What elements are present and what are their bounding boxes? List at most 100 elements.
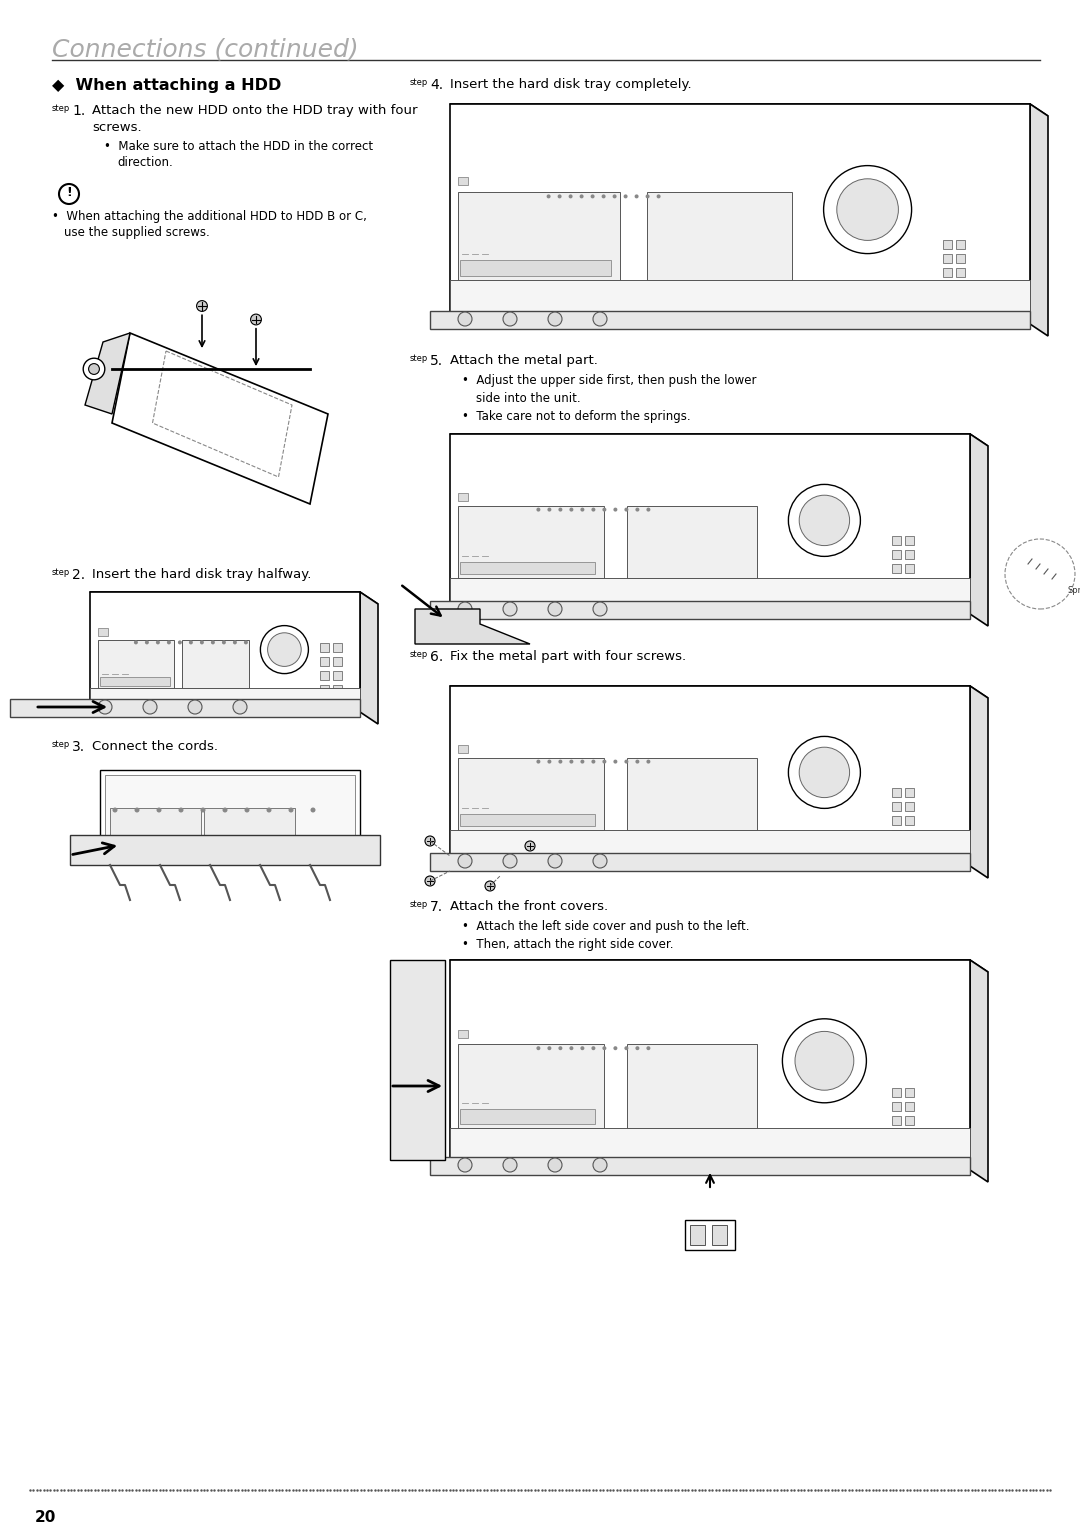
Text: •  Then, attach the right side cover.: • Then, attach the right side cover. xyxy=(462,938,674,950)
Bar xyxy=(320,671,328,680)
Circle shape xyxy=(591,194,595,199)
Text: ◆  When attaching a HDD: ◆ When attaching a HDD xyxy=(52,78,282,93)
Circle shape xyxy=(613,759,618,764)
Circle shape xyxy=(525,840,535,851)
Circle shape xyxy=(788,484,861,556)
Circle shape xyxy=(624,507,629,512)
Bar xyxy=(450,1128,970,1170)
Circle shape xyxy=(485,882,495,891)
Circle shape xyxy=(593,854,607,868)
Text: step: step xyxy=(410,78,429,87)
Text: use the supplied screws.: use the supplied screws. xyxy=(64,226,210,238)
Text: direction.: direction. xyxy=(117,156,173,170)
Circle shape xyxy=(593,312,607,325)
Circle shape xyxy=(98,700,112,714)
Polygon shape xyxy=(450,686,988,698)
Circle shape xyxy=(178,807,184,813)
Bar xyxy=(892,1088,901,1097)
Bar xyxy=(458,1030,468,1038)
Bar xyxy=(892,802,901,811)
Circle shape xyxy=(647,759,650,764)
Text: •  Make sure to attach the HDD in the correct: • Make sure to attach the HDD in the cor… xyxy=(104,141,373,153)
Circle shape xyxy=(548,759,552,764)
Circle shape xyxy=(635,507,639,512)
Circle shape xyxy=(593,1158,607,1172)
Circle shape xyxy=(569,1047,573,1050)
Bar xyxy=(685,1219,735,1250)
Bar xyxy=(458,492,468,501)
Bar xyxy=(892,830,901,839)
Circle shape xyxy=(89,364,99,374)
Bar xyxy=(333,643,341,652)
Circle shape xyxy=(799,747,850,798)
Circle shape xyxy=(59,183,79,205)
Text: Connections (continued): Connections (continued) xyxy=(52,38,359,63)
Polygon shape xyxy=(450,434,970,614)
Text: side into the unit.: side into the unit. xyxy=(476,393,581,405)
Circle shape xyxy=(135,807,139,813)
Bar xyxy=(905,788,914,798)
Circle shape xyxy=(188,700,202,714)
Bar xyxy=(460,562,595,575)
Circle shape xyxy=(197,301,207,312)
Circle shape xyxy=(537,759,540,764)
Bar xyxy=(905,830,914,839)
Text: 1.: 1. xyxy=(72,104,85,118)
Text: step: step xyxy=(410,649,429,659)
Bar xyxy=(333,671,341,680)
Circle shape xyxy=(613,1047,618,1050)
Circle shape xyxy=(503,854,517,868)
Bar xyxy=(458,193,620,280)
Bar xyxy=(458,506,604,578)
Circle shape xyxy=(602,194,606,199)
Text: 6.: 6. xyxy=(430,649,443,665)
Bar xyxy=(450,578,970,614)
Bar xyxy=(100,677,171,686)
Circle shape xyxy=(782,1019,866,1103)
Polygon shape xyxy=(970,686,988,879)
Circle shape xyxy=(580,1047,584,1050)
Text: Attach the metal part.: Attach the metal part. xyxy=(450,354,598,367)
Circle shape xyxy=(189,640,193,645)
Bar xyxy=(90,688,360,712)
Bar xyxy=(626,506,757,578)
Circle shape xyxy=(288,807,294,813)
Polygon shape xyxy=(450,104,1030,324)
Circle shape xyxy=(592,1047,595,1050)
Polygon shape xyxy=(360,591,378,724)
Bar xyxy=(98,628,108,636)
Circle shape xyxy=(824,165,912,254)
Bar xyxy=(892,1129,901,1138)
Bar xyxy=(458,758,604,830)
Bar xyxy=(458,744,468,753)
Circle shape xyxy=(222,807,228,813)
Bar xyxy=(626,758,757,830)
Circle shape xyxy=(134,640,138,645)
Text: step: step xyxy=(410,354,429,364)
Text: Insert the hard disk tray completely.: Insert the hard disk tray completely. xyxy=(450,78,691,92)
Circle shape xyxy=(267,807,271,813)
Polygon shape xyxy=(450,960,988,972)
Bar xyxy=(333,657,341,666)
Polygon shape xyxy=(415,610,530,643)
Circle shape xyxy=(426,836,435,847)
Bar xyxy=(460,814,595,827)
Circle shape xyxy=(548,312,562,325)
Text: step: step xyxy=(410,900,429,909)
Polygon shape xyxy=(970,960,988,1183)
Circle shape xyxy=(635,759,639,764)
Polygon shape xyxy=(90,591,378,604)
Circle shape xyxy=(537,507,540,512)
Bar xyxy=(905,1102,914,1111)
Text: •  When attaching the additional HDD to HDD B or C,: • When attaching the additional HDD to H… xyxy=(52,209,367,223)
Circle shape xyxy=(503,1158,517,1172)
Circle shape xyxy=(145,640,149,645)
Bar xyxy=(956,240,966,249)
Bar xyxy=(320,643,328,652)
Polygon shape xyxy=(450,434,988,446)
Circle shape xyxy=(251,315,261,325)
Text: •  Adjust the upper side first, then push the lower: • Adjust the upper side first, then push… xyxy=(462,374,756,387)
Bar xyxy=(892,1102,901,1111)
Circle shape xyxy=(624,759,629,764)
Text: •  Attach the left side cover and push to the left.: • Attach the left side cover and push to… xyxy=(462,920,750,934)
